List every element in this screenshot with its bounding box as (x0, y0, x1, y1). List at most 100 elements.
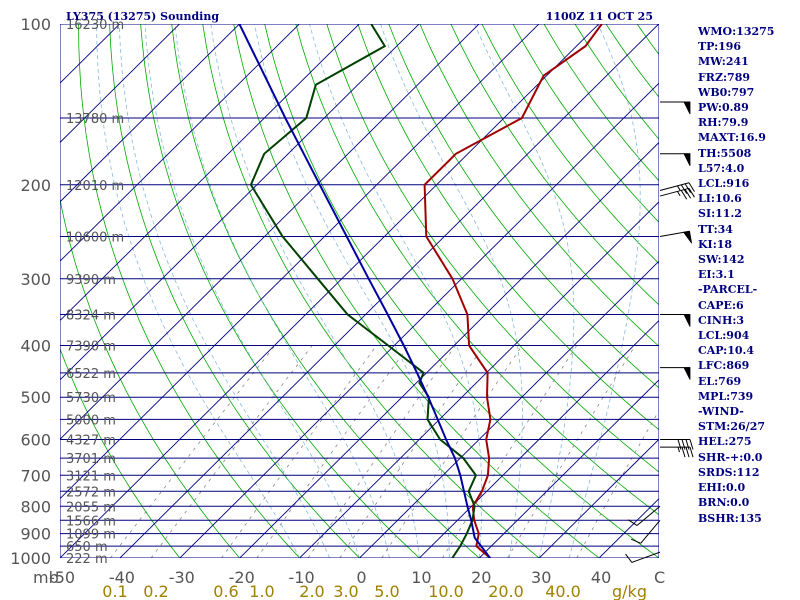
wind-barb-feather (685, 446, 690, 458)
height-label: 222 m (66, 552, 108, 567)
index-line: L57:4.0 (698, 161, 745, 175)
temperature-tick-label: -50 (49, 568, 75, 587)
index-line: TT:34 (698, 222, 733, 236)
wind-barb-staff (640, 519, 661, 544)
dry-adiabat (233, 24, 600, 558)
pressure-tick-label: 1000 (10, 549, 51, 568)
dry-adiabat (140, 24, 420, 558)
mixing-ratio-label: 10.0 (428, 582, 464, 600)
wind-barb-feather (685, 439, 690, 450)
index-line: LFC:869 (698, 359, 750, 373)
index-line: CAP:10.4 (698, 344, 755, 358)
sounding-profiles (238, 24, 603, 558)
index-line: SRDS:112 (698, 465, 760, 479)
height-label: 3701 m (66, 452, 116, 467)
index-line: EI:3.1 (698, 268, 735, 282)
pressure-tick-label: 200 (20, 176, 51, 195)
isotherm (239, 141, 659, 558)
isotherm (179, 82, 659, 558)
dry-adiabat (171, 24, 480, 558)
height-label: 8324 m (66, 309, 116, 324)
temperature-tick-label: 10 (411, 568, 431, 587)
height-label: 1099 m (66, 528, 116, 543)
index-line: EL:769 (698, 374, 742, 388)
wind-barb-staff (631, 551, 661, 563)
isotherm (60, 24, 360, 322)
wind-barb-staff (659, 187, 690, 197)
temperature-tick-label: 0 (356, 568, 366, 587)
moist-adiabat (473, 24, 575, 558)
isotherm (298, 201, 659, 558)
pressure-tick-label: 500 (20, 388, 51, 407)
index-line: MW:241 (698, 55, 749, 69)
index-line: SHR-+:0.0 (698, 450, 763, 464)
wind-barb-flag (682, 230, 693, 244)
isotherm (538, 438, 659, 558)
wind-barb-feather (680, 190, 688, 200)
isotherm (60, 24, 600, 558)
temperature-tick-label: -40 (109, 568, 135, 587)
series-parcel (238, 24, 491, 558)
pressure-tick-label: 100 (20, 15, 51, 34)
adiabat-background (60, 24, 659, 558)
mixing-ratio-line (110, 345, 276, 558)
pressure-tick-label: 900 (20, 525, 51, 544)
mixing-ratio-line (442, 345, 578, 558)
height-label: 3121 m (66, 469, 116, 484)
height-label: 9390 m (66, 273, 116, 288)
index-line: KI:18 (698, 237, 733, 251)
wind-barb-feather (681, 446, 686, 458)
mixing-ratio-label: 0.2 (143, 582, 168, 600)
wind-barb-staff (659, 182, 690, 191)
temperature-tick-label: -30 (169, 568, 195, 587)
index-line: SW:142 (698, 253, 745, 267)
series-temperature (423, 24, 603, 558)
isotherm (418, 319, 659, 558)
wind-barb-feather (689, 446, 694, 458)
pressure-unit-label: mb (33, 568, 59, 587)
moist-adiabat (380, 24, 523, 558)
isobar-isotherm-grid (60, 24, 659, 558)
height-label: 12010 m (66, 179, 124, 194)
height-label: 2572 m (66, 485, 116, 500)
temperature-tick-label: -20 (229, 568, 255, 587)
isotherm (60, 24, 540, 500)
dry-adiabat (202, 24, 540, 558)
pressure-tick-label: 700 (20, 466, 51, 485)
wind-barb-feather (630, 538, 641, 544)
chart-title: LY375 (13275) Sounding (66, 10, 219, 23)
moist-adiabat (210, 24, 420, 558)
height-label: 16230 m (66, 18, 124, 33)
index-line: FRZ:789 (698, 70, 751, 84)
mixing-ratio-label: 40.0 (545, 582, 581, 600)
isotherm (60, 24, 480, 440)
height-label: 4327 m (66, 434, 116, 449)
height-label: 5730 m (66, 391, 116, 406)
pressure-tick-label: 400 (20, 337, 51, 356)
mixing-ratio-line (150, 345, 313, 558)
chart-date: 1100Z 11 OCT 25 (546, 10, 653, 23)
dry-adiabat (295, 24, 659, 516)
isotherm (60, 24, 61, 25)
index-line: LI:10.6 (698, 192, 742, 206)
pressure-tick-label: 300 (20, 270, 51, 289)
isotherm (60, 24, 241, 203)
index-line: WB0:797 (698, 85, 755, 99)
wind-barb-feather (689, 439, 694, 450)
height-label: 5000 m (66, 413, 116, 428)
temperature-tick-label: 20 (471, 568, 491, 587)
isotherm (119, 24, 659, 558)
mixing-ratio-label: 3.0 (333, 582, 358, 600)
index-line: BRN:0.0 (698, 496, 750, 510)
mixing-ratio-line (307, 345, 456, 558)
wind-barb-flag (683, 101, 691, 115)
height-label: 10600 m (66, 230, 124, 245)
index-line: EHI:0.0 (698, 481, 746, 495)
index-line: SI:11.2 (698, 207, 742, 221)
moist-adiabat (254, 24, 450, 558)
wind-barb-feather (688, 188, 695, 198)
mixing-ratio-line (221, 345, 377, 558)
wind-barb-feather (688, 182, 695, 192)
index-line: MAXT:16.9 (698, 131, 766, 145)
wind-barb-flag (683, 367, 691, 380)
